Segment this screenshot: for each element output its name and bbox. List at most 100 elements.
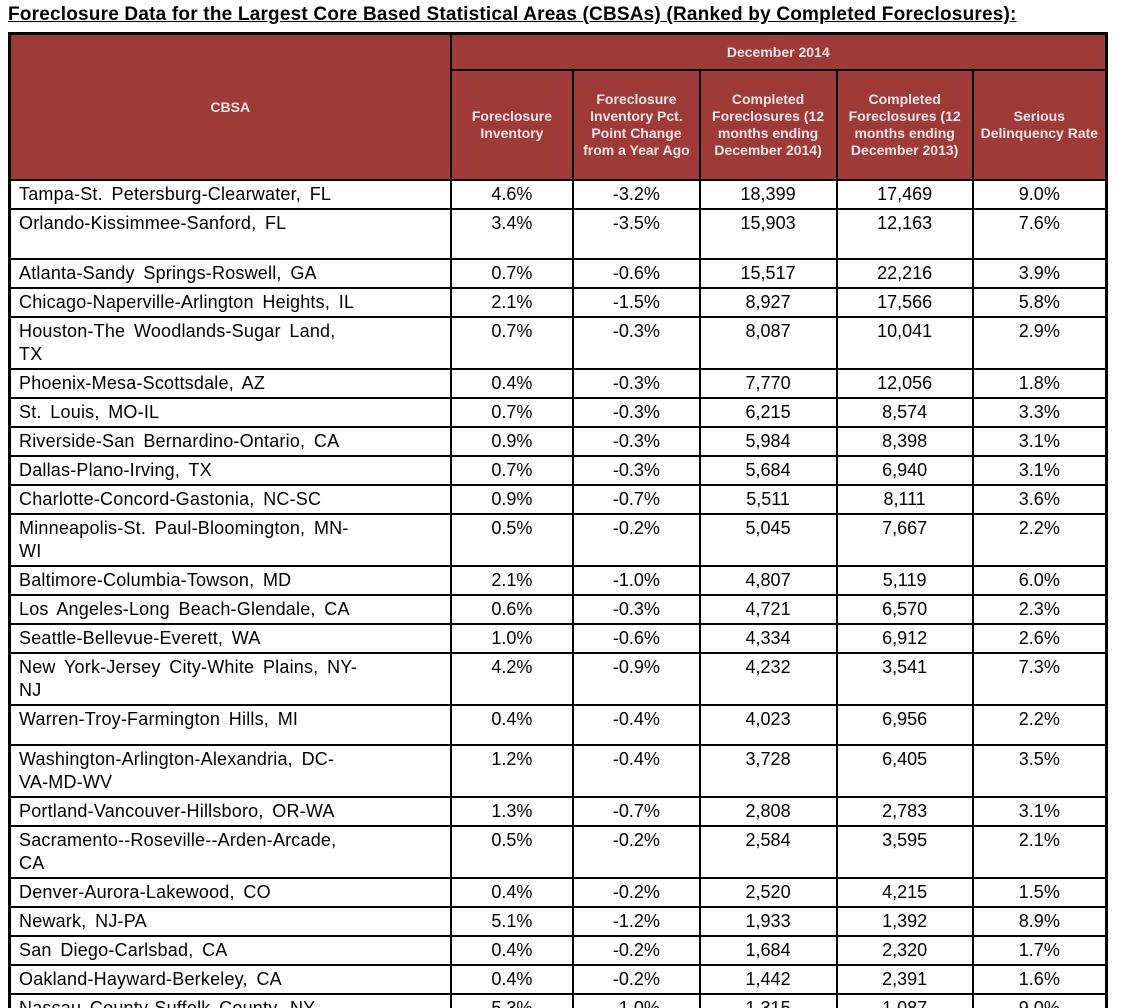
- value-cell: -0.7%: [572, 484, 701, 515]
- cbsa-cell: Warren-Troy-Farmington Hills, MI: [8, 704, 452, 746]
- value-cell: -1.5%: [572, 287, 701, 318]
- value-cell: -1.0%: [572, 565, 701, 596]
- cbsa-cell: Newark, NJ-PA: [8, 906, 452, 937]
- value-cell: -0.7%: [572, 796, 701, 827]
- value-cell: 0.5%: [449, 825, 575, 879]
- cbsa-cell: Riverside-San Bernardino-Ontario, CA: [8, 426, 452, 457]
- table-row: Phoenix-Mesa-Scottsdale, AZ 0.4% -0.3% 7,77…: [8, 368, 1108, 399]
- cbsa-cell: St. Louis, MO-IL: [8, 397, 452, 428]
- value-cell: -0.3%: [572, 594, 701, 625]
- value-cell: 9.0%: [971, 179, 1108, 210]
- table-row: Charlotte-Concord-Gastonia, NC-SC 0.9% -0.…: [8, 484, 1108, 515]
- table-row: Tampa-St. Petersburg-Clearwater, FL 4.6% -…: [8, 179, 1108, 210]
- value-cell: 3.4%: [449, 208, 575, 260]
- cbsa-cell: Phoenix-Mesa-Scottsdale, AZ: [8, 368, 452, 399]
- value-cell: 7.6%: [971, 208, 1108, 260]
- column-header-inventory-pct-point-change: Foreclosure Inventory Pct. Point Change …: [572, 69, 701, 181]
- value-cell: 1.6%: [971, 964, 1108, 995]
- value-cell: -0.2%: [572, 964, 701, 995]
- table-row: Orlando-Kissimmee-Sanford, FL 3.4% -3.5% 15…: [8, 208, 1108, 260]
- cbsa-cell: San Diego-Carlsbad, CA: [8, 935, 452, 966]
- value-cell: 12,163: [835, 208, 974, 260]
- value-cell: 1,933: [698, 906, 838, 937]
- cbsa-cell: Chicago-Naperville-Arlington Heights, IL: [8, 287, 452, 318]
- cbsa-cell: Minneapolis-St. Paul-Bloomington, MN- WI: [8, 513, 452, 567]
- value-cell: 0.7%: [449, 258, 575, 289]
- column-header-serious-delinquency-rate: Serious Delinquency Rate: [971, 69, 1108, 181]
- value-cell: 4.2%: [449, 652, 575, 706]
- column-header-cbsa: CBSA: [8, 32, 452, 181]
- table-row: New York-Jersey City-White Plains, NY- N…: [8, 652, 1108, 706]
- cbsa-cell: Houston-The Woodlands-Sugar Land, TX: [8, 316, 452, 370]
- value-cell: 2,808: [698, 796, 838, 827]
- cbsa-cell: Los Angeles-Long Beach-Glendale, CA: [8, 594, 452, 625]
- table-row: Warren-Troy-Farmington Hills, MI 0.4% -0.4…: [8, 704, 1108, 746]
- value-cell: 4,232: [698, 652, 838, 706]
- value-cell: 15,517: [698, 258, 838, 289]
- value-cell: -3.2%: [572, 179, 701, 210]
- value-cell: 5,511: [698, 484, 838, 515]
- value-cell: 1.5%: [971, 877, 1108, 908]
- value-cell: 0.9%: [449, 484, 575, 515]
- value-cell: 1,442: [698, 964, 838, 995]
- table-row: Los Angeles-Long Beach-Glendale, CA 0.6% -…: [8, 594, 1108, 625]
- cbsa-cell: Tampa-St. Petersburg-Clearwater, FL: [8, 179, 452, 210]
- table-body: Tampa-St. Petersburg-Clearwater, FL 4.6% -…: [8, 179, 1108, 1008]
- table-row: Baltimore-Columbia-Towson, MD 2.1% -1.0% 4,…: [8, 565, 1108, 596]
- value-cell: 2,391: [835, 964, 974, 995]
- value-cell: -1.2%: [572, 906, 701, 937]
- cbsa-cell: New York-Jersey City-White Plains, NY- N…: [8, 652, 452, 706]
- value-cell: 5,684: [698, 455, 838, 486]
- value-cell: 2,320: [835, 935, 974, 966]
- value-cell: -0.3%: [572, 368, 701, 399]
- cbsa-cell: Nassau County-Suffolk County, NY: [8, 993, 452, 1008]
- value-cell: 4.6%: [449, 179, 575, 210]
- value-cell: 2.6%: [971, 623, 1108, 654]
- value-cell: -0.6%: [572, 623, 701, 654]
- cbsa-cell: Oakland-Hayward-Berkeley, CA: [8, 964, 452, 995]
- value-cell: -0.3%: [572, 316, 701, 370]
- value-cell: 2.1%: [449, 565, 575, 596]
- value-cell: 0.6%: [449, 594, 575, 625]
- value-cell: -0.2%: [572, 825, 701, 879]
- value-cell: 2.1%: [971, 825, 1108, 879]
- value-cell: 3.3%: [971, 397, 1108, 428]
- table-row: Oakland-Hayward-Berkeley, CA 0.4% -0.2% 1,4…: [8, 964, 1108, 995]
- value-cell: 3.1%: [971, 455, 1108, 486]
- value-cell: 6,912: [835, 623, 974, 654]
- column-header-completed-foreclosures-2014: Completed Foreclosures (12 months ending…: [698, 69, 838, 181]
- value-cell: 7.3%: [971, 652, 1108, 706]
- value-cell: 1,684: [698, 935, 838, 966]
- value-cell: 12,056: [835, 368, 974, 399]
- table-header: CBSA December 2014 Foreclosure Inventory…: [8, 32, 1108, 181]
- group-header-december-2014: December 2014: [449, 32, 1108, 71]
- value-cell: 2.2%: [971, 513, 1108, 567]
- table-row: San Diego-Carlsbad, CA 0.4% -0.2% 1,684 2,32…: [8, 935, 1108, 966]
- value-cell: 0.5%: [449, 513, 575, 567]
- value-cell: 6,570: [835, 594, 974, 625]
- value-cell: 0.9%: [449, 426, 575, 457]
- value-cell: 4,023: [698, 704, 838, 746]
- value-cell: 8,927: [698, 287, 838, 318]
- value-cell: 5.8%: [971, 287, 1108, 318]
- value-cell: 4,721: [698, 594, 838, 625]
- group-header-row: CBSA December 2014: [8, 32, 1108, 181]
- table-row: Portland-Vancouver-Hillsboro, OR-WA 1.3% -…: [8, 796, 1108, 827]
- value-cell: 7,667: [835, 513, 974, 567]
- table-row: Minneapolis-St. Paul-Bloomington, MN- WI…: [8, 513, 1108, 567]
- value-cell: 3,541: [835, 652, 974, 706]
- value-cell: -0.9%: [572, 652, 701, 706]
- value-cell: 2.1%: [449, 287, 575, 318]
- value-cell: 8,087: [698, 316, 838, 370]
- table-row: Denver-Aurora-Lakewood, CO 0.4% -0.2% 2,520…: [8, 877, 1108, 908]
- value-cell: -0.4%: [572, 744, 701, 798]
- value-cell: 0.4%: [449, 704, 575, 746]
- cbsa-cell: Charlotte-Concord-Gastonia, NC-SC: [8, 484, 452, 515]
- value-cell: 2,783: [835, 796, 974, 827]
- value-cell: 0.4%: [449, 877, 575, 908]
- value-cell: 17,566: [835, 287, 974, 318]
- value-cell: -0.2%: [572, 877, 701, 908]
- table-row: Seattle-Bellevue-Everett, WA 1.0% -0.6% 4,3…: [8, 623, 1108, 654]
- value-cell: 2.3%: [971, 594, 1108, 625]
